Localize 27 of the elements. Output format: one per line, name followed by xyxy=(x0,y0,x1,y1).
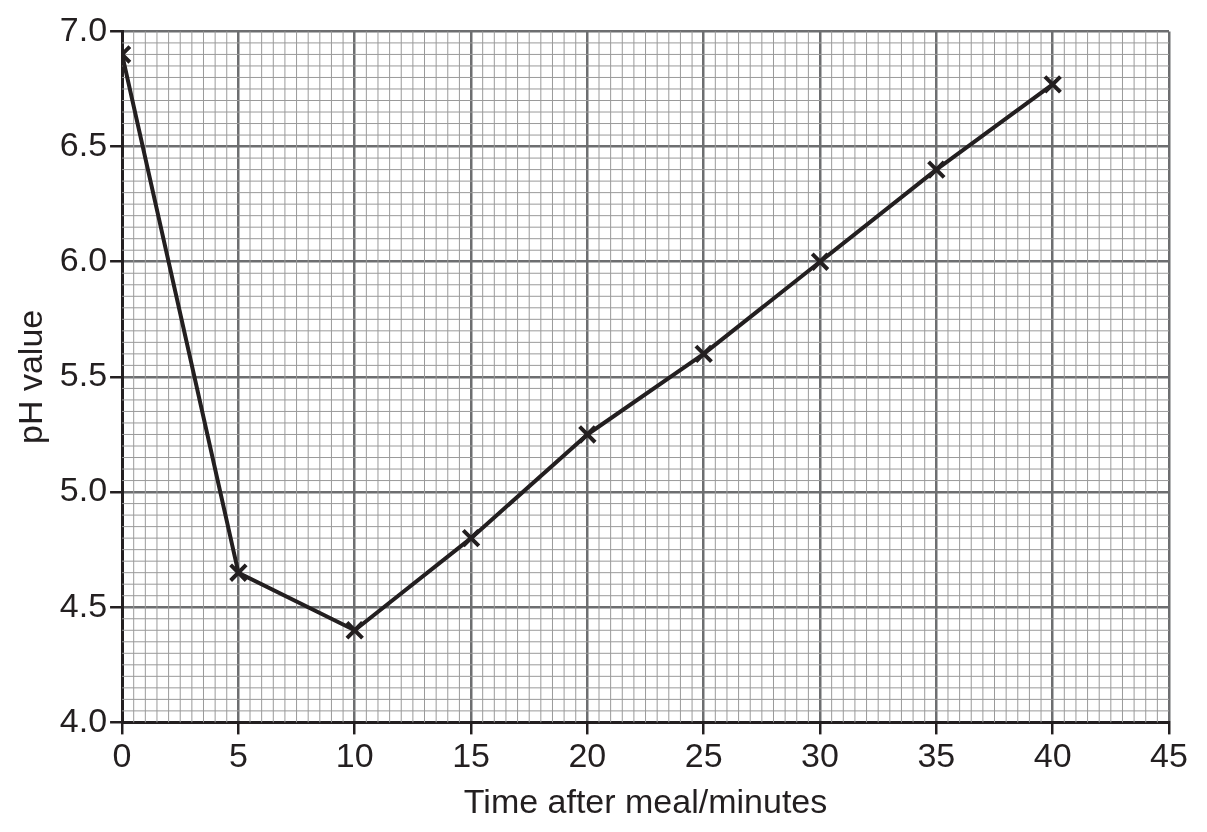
x-tick-label: 35 xyxy=(917,736,956,775)
y-tick-label: 7.0 xyxy=(59,9,108,48)
x-tick-label: 45 xyxy=(1150,736,1188,775)
x-tick-label: 5 xyxy=(228,736,248,775)
point xyxy=(926,159,947,180)
point xyxy=(577,424,598,445)
x-tick-label: 25 xyxy=(684,736,723,775)
point xyxy=(693,344,714,364)
y-tick-label: 6.5 xyxy=(59,124,108,163)
y-tick-label: 6.0 xyxy=(59,240,108,279)
x-tick-label: 15 xyxy=(452,736,490,775)
y-tick-label: 5.0 xyxy=(59,470,108,509)
y-tick-label: 4.5 xyxy=(59,585,108,624)
y-axis-title: pH value xyxy=(10,309,49,444)
x-tick-label: 30 xyxy=(801,736,839,775)
x-axis-title: Time after meal/minutes xyxy=(463,781,828,820)
x-tick-label: 0 xyxy=(112,736,132,775)
x-tick-label: 20 xyxy=(568,736,607,775)
x-tick-label: 10 xyxy=(335,736,374,775)
point xyxy=(344,620,365,641)
y-tick-label: 4.0 xyxy=(59,700,108,739)
point xyxy=(810,251,830,272)
point xyxy=(461,528,481,548)
x-tick-label: 40 xyxy=(1033,736,1072,775)
y-tick-label: 5.5 xyxy=(59,355,108,394)
point xyxy=(1042,74,1063,95)
point xyxy=(228,562,249,583)
